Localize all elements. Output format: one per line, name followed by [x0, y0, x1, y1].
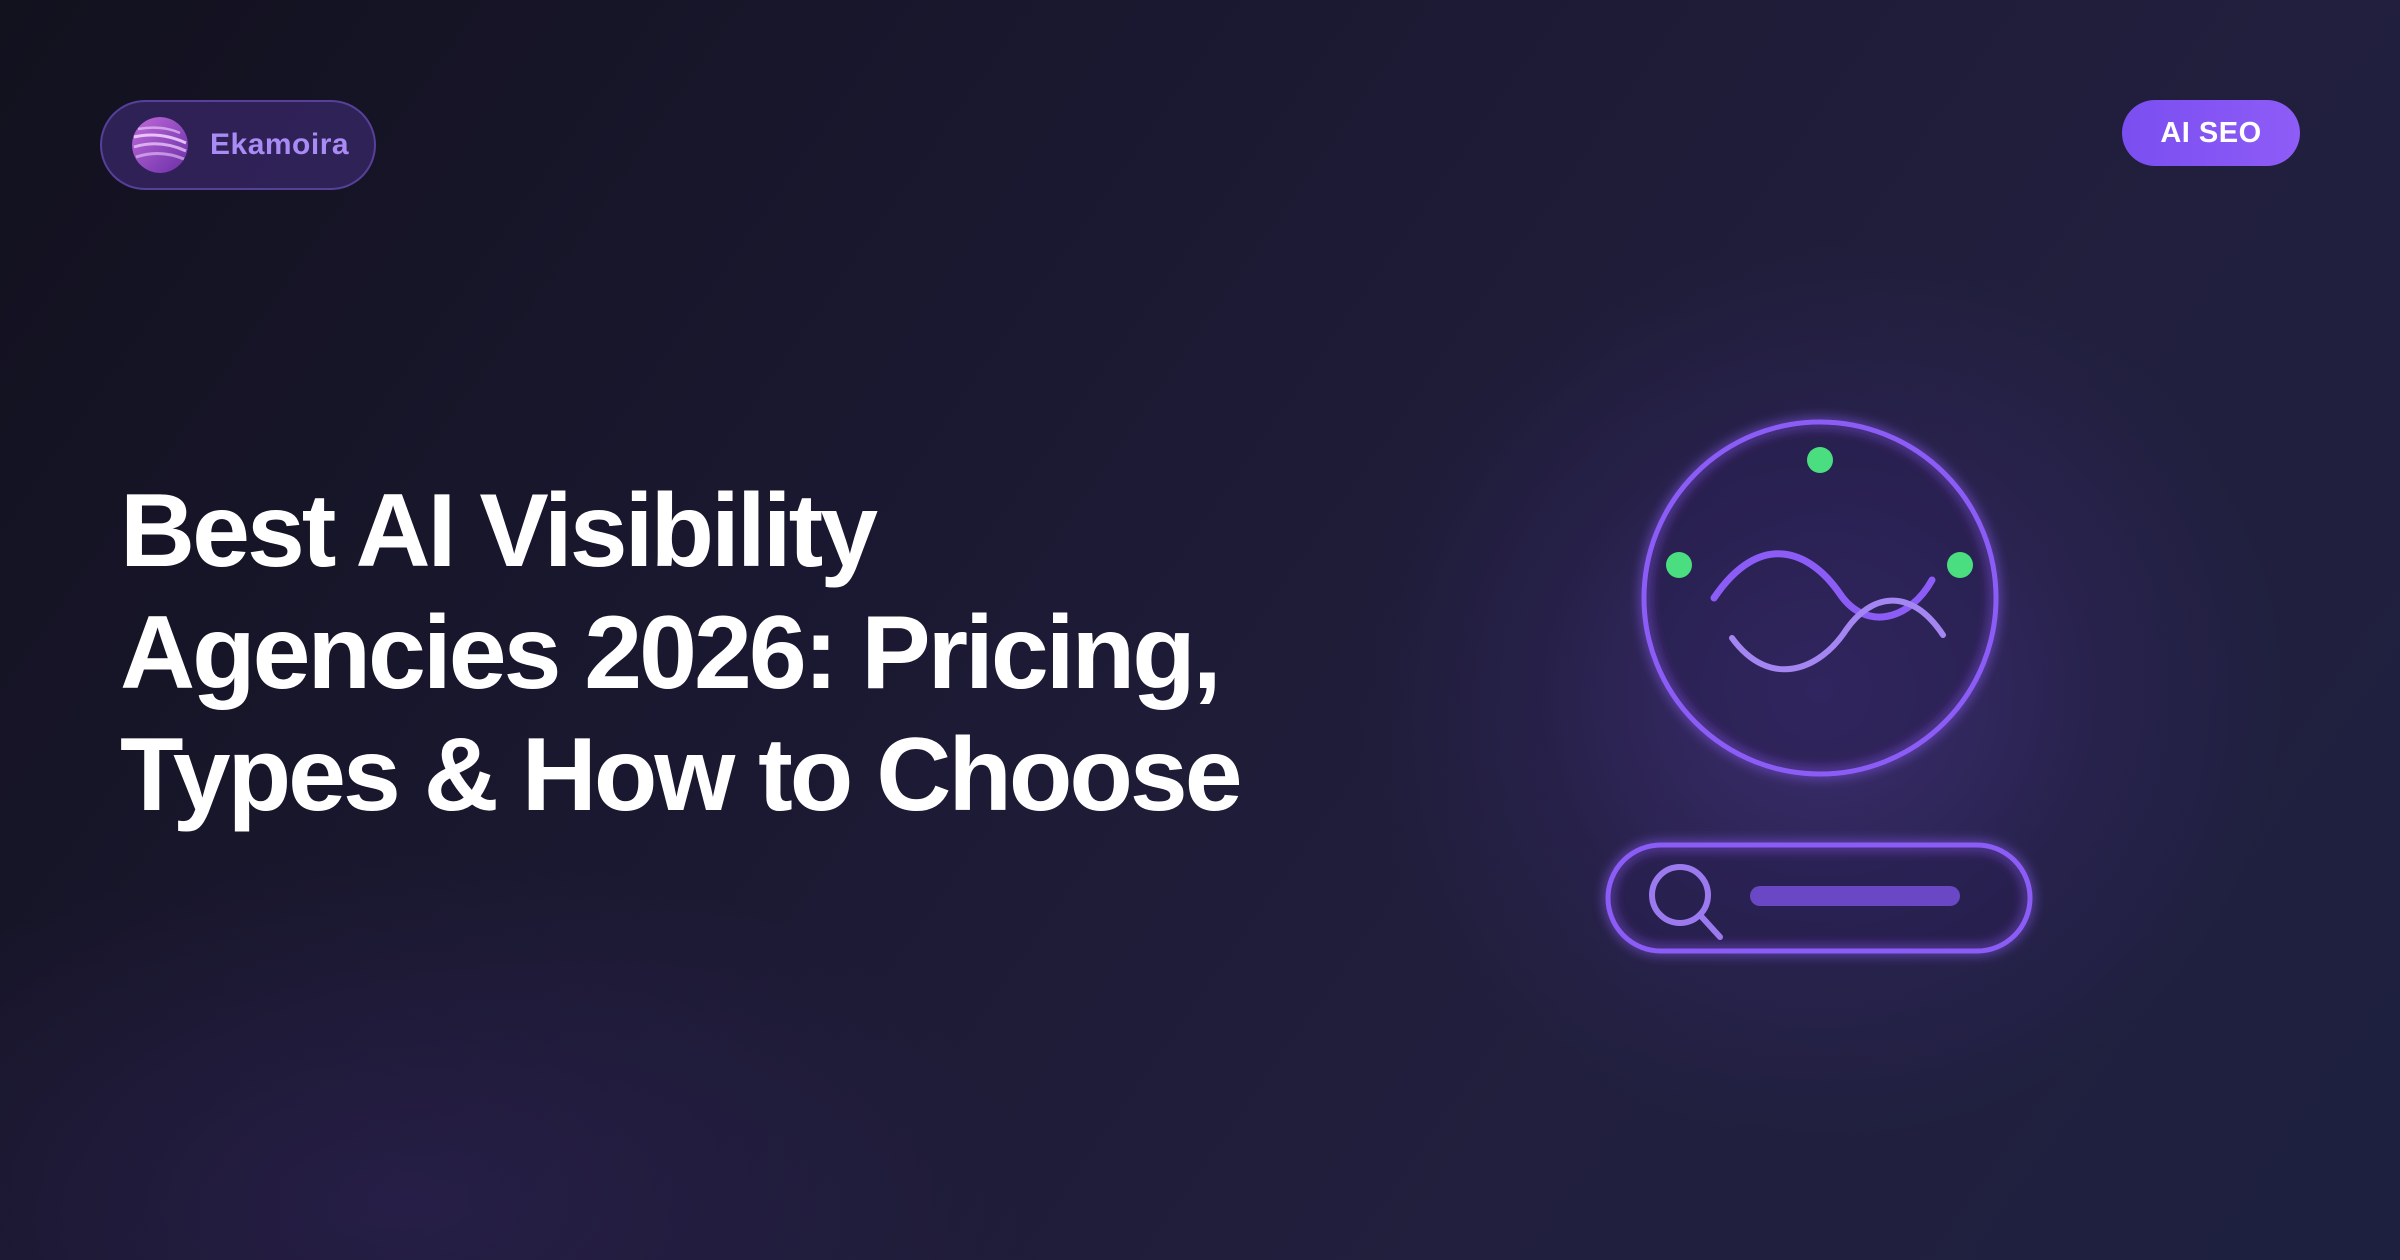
page-title: Best AI Visibility Agencies 2026: Pricin… — [120, 470, 1420, 836]
ai-visibility-illustration — [1560, 380, 2080, 1000]
brand-name: Ekamoira — [210, 128, 350, 161]
magnifier-icon — [1649, 864, 1723, 940]
title-line-1: Best AI Visibility — [120, 473, 878, 589]
brand-logo-pill[interactable]: Ekamoira — [100, 100, 376, 190]
ekamoira-logo-icon — [132, 117, 188, 173]
title-line-2: Agencies 2026: Pricing, — [120, 595, 1222, 711]
search-bar-icon — [1605, 842, 2033, 954]
title-line-3: Types & How to Choose — [120, 717, 1243, 833]
category-tag[interactable]: AI SEO — [2122, 100, 2300, 166]
globe-wave-icon — [1605, 419, 2033, 954]
